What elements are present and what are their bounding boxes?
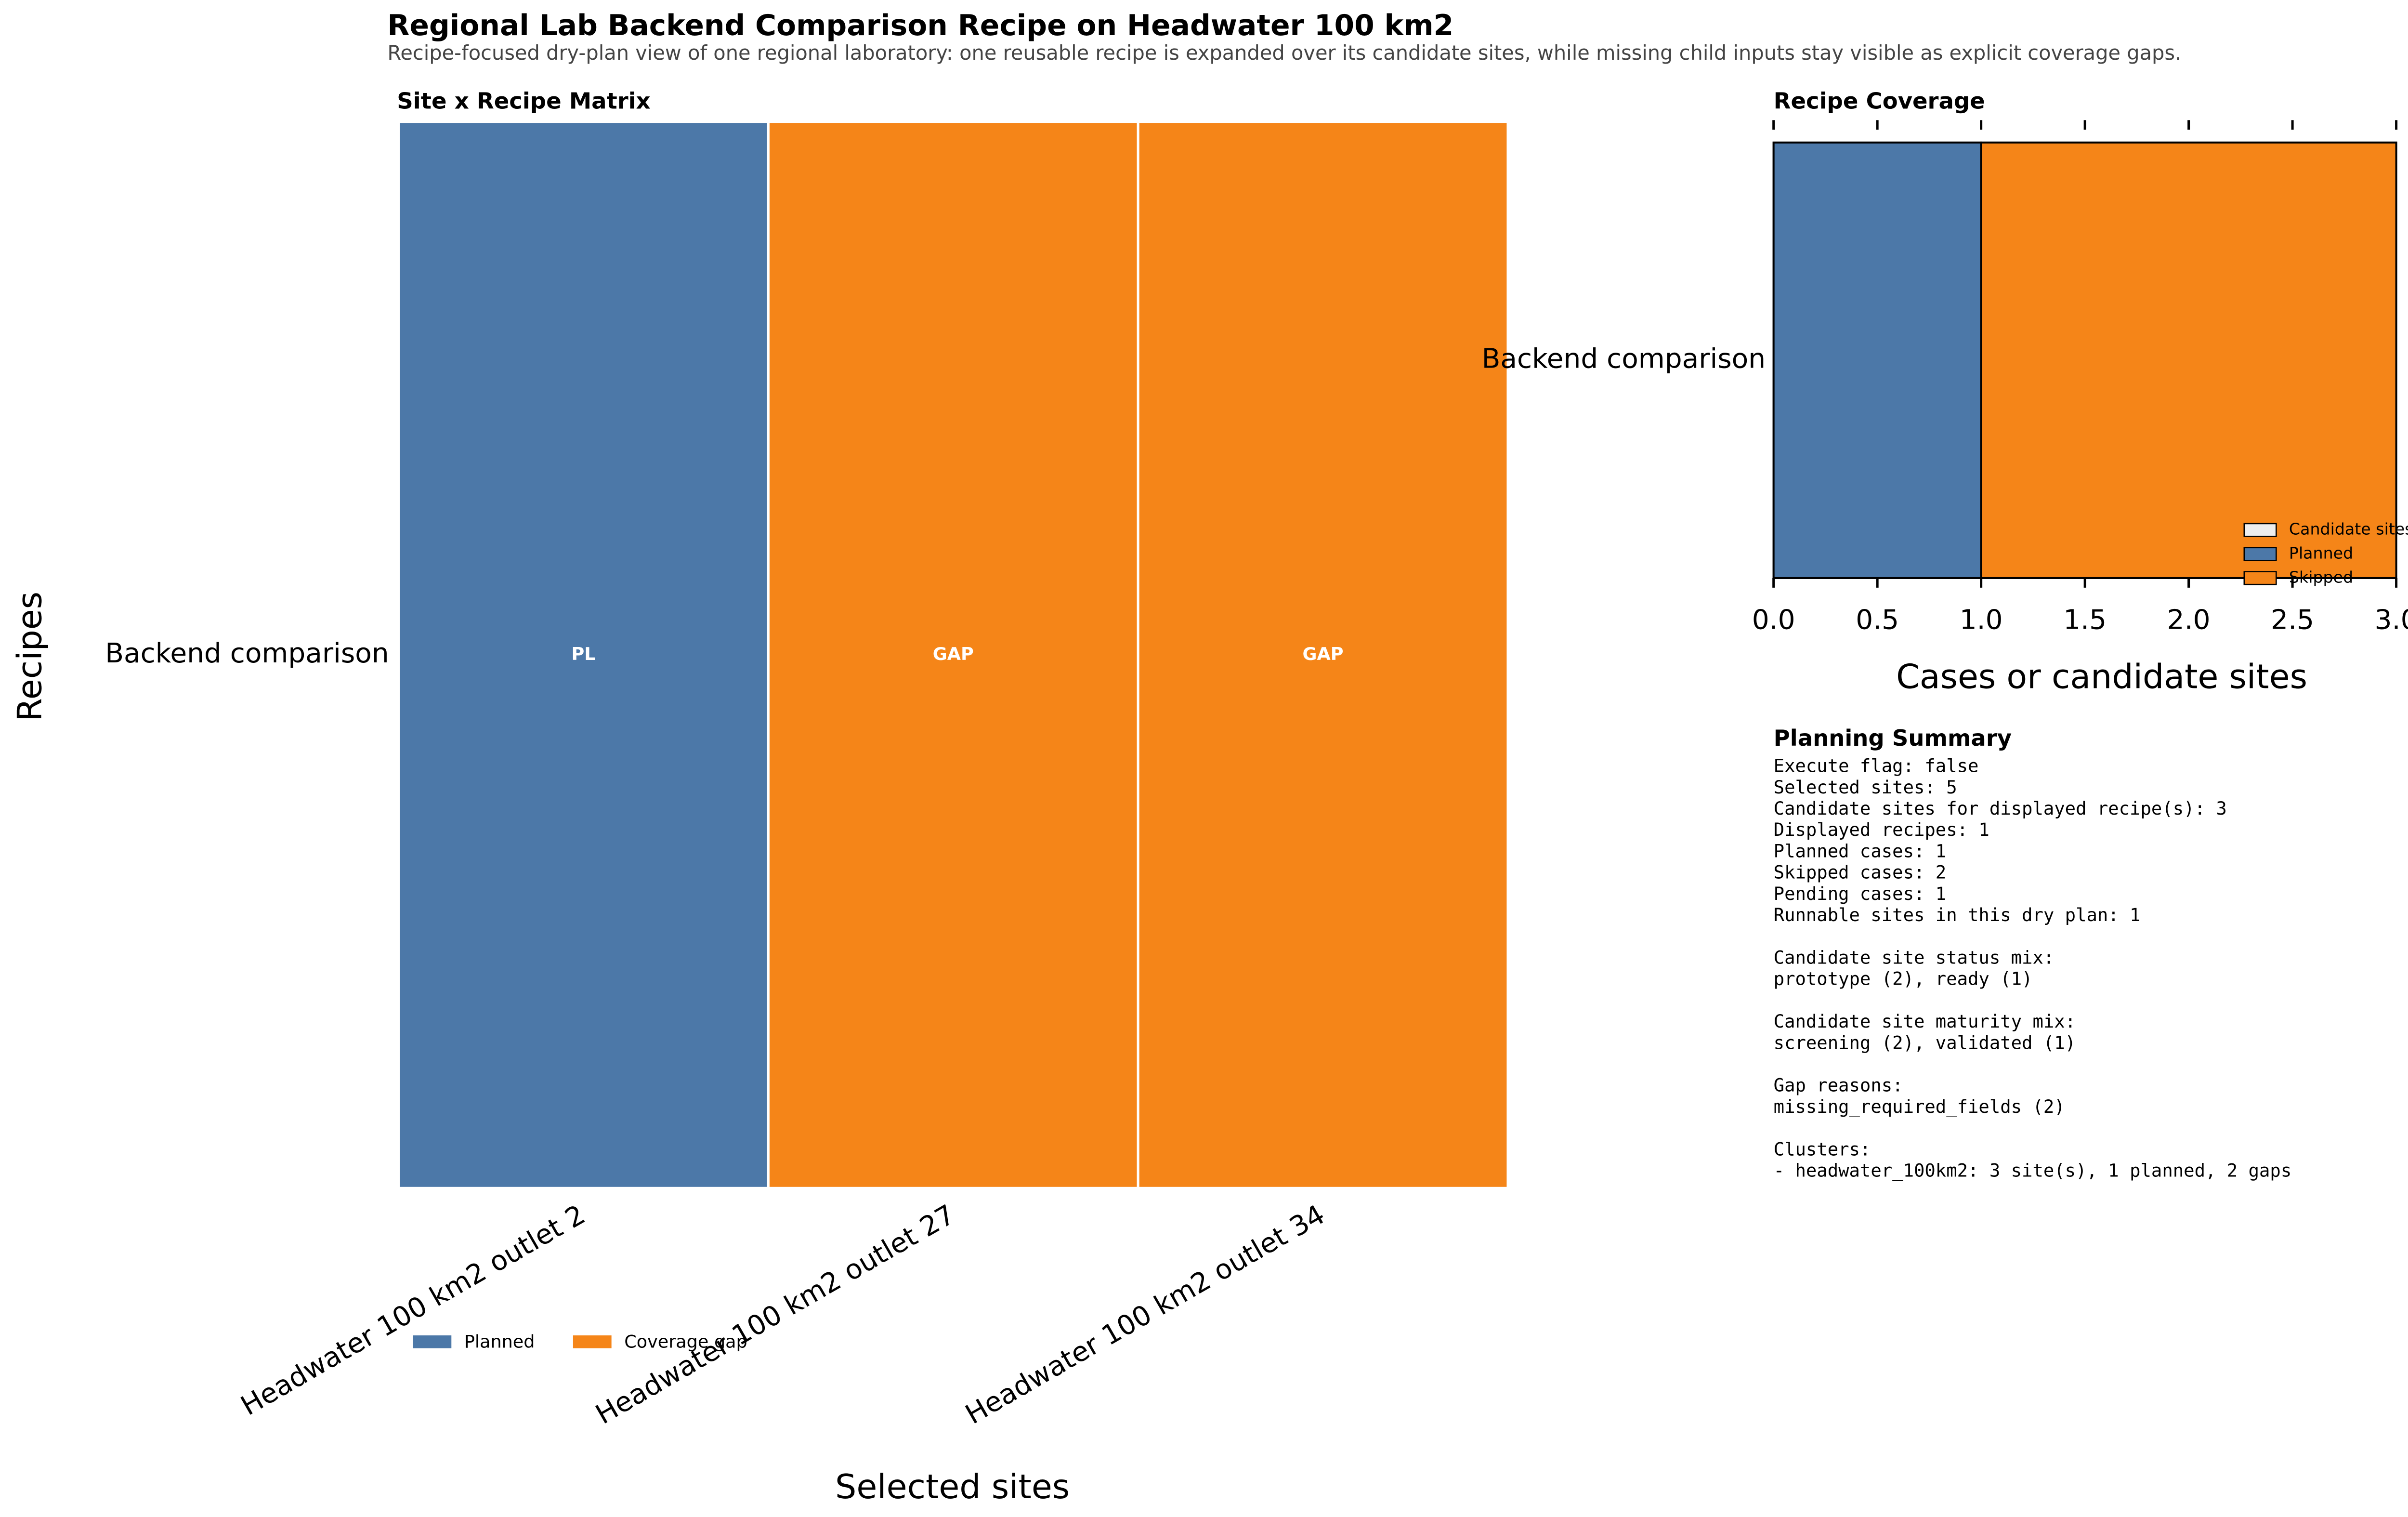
panel-title: Recipe Coverage (1774, 88, 1985, 114)
x-axis-label: Cases or candidate sites (1896, 657, 2307, 696)
summary-line: Skipped cases: 2 (1774, 862, 1947, 883)
x-axis-label: Selected sites (835, 1467, 1070, 1506)
summary-title: Planning Summary (1774, 725, 2012, 751)
x-tick-label: 2.5 (2271, 604, 2314, 635)
legend-label: Planned (2289, 544, 2353, 563)
summary-line: Candidate sites for displayed recipe(s):… (1774, 798, 2227, 819)
summary-line: prototype (2), ready (1) (1774, 968, 2033, 989)
summary-line: Candidate site status mix: (1774, 947, 2055, 968)
legend-label: Planned (464, 1331, 535, 1352)
x-tick-label: 2.0 (2167, 604, 2211, 635)
summary-line: screening (2), validated (1) (1774, 1032, 2076, 1053)
legend-swatch (413, 1335, 452, 1348)
x-tick-label: 1.0 (1960, 604, 2003, 635)
x-tick-label: 1.5 (2063, 604, 2107, 635)
summary-line: Displayed recipes: 1 (1774, 819, 1989, 840)
summary-line: Clusters: (1774, 1138, 1871, 1160)
x-tick-label: Headwater 100 km2 outlet 34 (960, 1199, 1330, 1431)
bar-segment (1772, 141, 1982, 579)
x-tick-label: 3.0 (2375, 604, 2408, 635)
summary-line: Selected sites: 5 (1774, 777, 1957, 798)
summary-line: Planned cases: 1 (1774, 840, 1947, 861)
panel-title: Site x Recipe Matrix (397, 88, 650, 114)
y-tick-label: Backend comparison (1482, 343, 1766, 375)
figure-subtitle: Recipe-focused dry-plan view of one regi… (387, 41, 2181, 65)
y-tick-label: Backend comparison (105, 638, 389, 669)
figure-title: Regional Lab Backend Comparison Recipe o… (387, 9, 1453, 42)
legend-label: Skipped (2289, 567, 2353, 586)
cell-label: PL (571, 644, 595, 664)
legend-label: Candidate sites (2289, 520, 2408, 539)
x-tick-label: Headwater 100 km2 outlet 27 (590, 1199, 960, 1431)
matrix-cell (1137, 120, 1509, 1189)
summary-line: Pending cases: 1 (1774, 883, 1947, 904)
bar-segment (1980, 141, 2397, 579)
matrix-cell (767, 120, 1139, 1189)
x-tick-label: 0.0 (1752, 604, 1795, 635)
legend-label: Coverage gap (624, 1331, 747, 1352)
cell-label: GAP (933, 644, 974, 664)
x-tick-label: Headwater 100 km2 outlet 2 (236, 1199, 591, 1422)
legend-swatch (2243, 571, 2277, 585)
legend-swatch (2243, 547, 2277, 561)
legend-swatch (573, 1335, 612, 1348)
matrix-cell (397, 120, 770, 1189)
summary-line: Candidate site maturity mix: (1774, 1011, 2076, 1032)
summary-line: - headwater_100km2: 3 site(s), 1 planned… (1774, 1160, 2292, 1182)
summary-line: missing_required_fields (2) (1774, 1096, 2065, 1118)
x-tick-label: 0.5 (1856, 604, 1899, 635)
y-axis-label: Recipes (11, 592, 50, 722)
legend-swatch (2243, 523, 2277, 537)
summary-line: Execute flag: false (1774, 755, 1979, 777)
summary-line: Runnable sites in this dry plan: 1 (1774, 904, 2141, 925)
summary-line: Gap reasons: (1774, 1075, 1903, 1096)
cell-label: GAP (1303, 644, 1344, 664)
